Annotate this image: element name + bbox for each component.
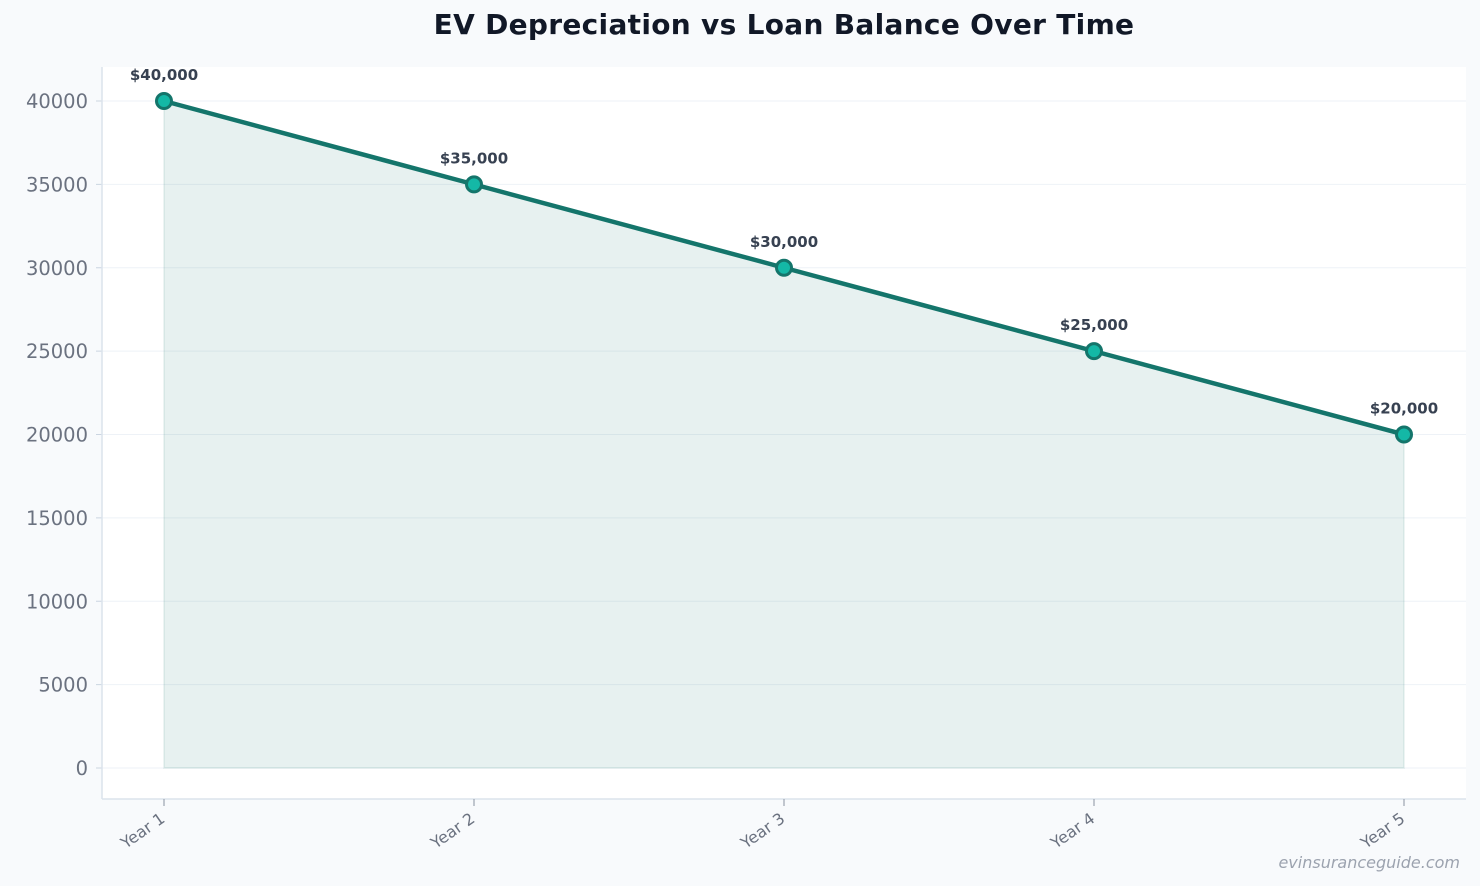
data-point — [465, 175, 483, 194]
data-point — [1395, 425, 1413, 444]
y-tick-label: 35000 — [26, 173, 88, 196]
data-point — [775, 258, 793, 277]
y-tick-label: 0 — [76, 757, 88, 780]
y-tick-label: 40000 — [26, 90, 88, 113]
x-tick-label: Year 1 — [116, 809, 168, 853]
y-tick-label: 10000 — [26, 590, 88, 613]
y-tick-label: 30000 — [26, 257, 88, 280]
chart-title: EV Depreciation vs Loan Balance Over Tim… — [433, 8, 1135, 41]
x-tick-label: Year 3 — [736, 809, 788, 853]
data-label: $20,000 — [1370, 400, 1438, 418]
y-tick-label: 25000 — [26, 340, 88, 363]
x-tick-label: Year 2 — [426, 809, 478, 853]
data-point — [155, 92, 173, 110]
watermark: evinsuranceguide.com — [1278, 853, 1460, 872]
markers-layer — [155, 92, 1413, 444]
x-tick-label: Year 5 — [1356, 809, 1408, 853]
y-tick-label: 20000 — [26, 424, 88, 447]
data-label: $40,000 — [130, 66, 198, 84]
x-tick-label: Year 4 — [1046, 809, 1098, 853]
data-label: $35,000 — [440, 149, 508, 167]
y-tick-label: 15000 — [26, 507, 88, 530]
plot-area — [102, 67, 1466, 799]
y-tick-label: 5000 — [38, 674, 88, 697]
data-label: $30,000 — [750, 233, 818, 251]
data-labels-layer: $40,000 $35,000 $30,000 $25,000 $20,000 — [130, 66, 1438, 418]
data-point — [1085, 342, 1103, 361]
data-label: $25,000 — [1060, 316, 1128, 334]
